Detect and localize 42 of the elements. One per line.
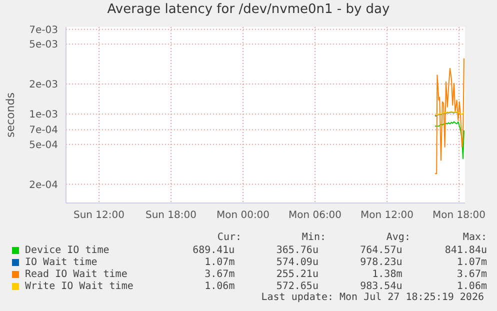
y-tick-label: 2e-03 (29, 80, 58, 91)
y-tick-label: 5e-04 (29, 140, 58, 151)
text: 365.76u (275, 244, 318, 256)
y-axis-title: seconds (4, 92, 17, 138)
text: 572.65u (275, 280, 318, 292)
x-tick-label: Mon 18:00 (432, 210, 486, 222)
text: 983.54u (359, 280, 402, 292)
chart-title: Average latency for /dev/nvme0n1 - by day (106, 1, 391, 18)
text: 574.09u (275, 256, 318, 268)
y-tick-label: 7e-03 (29, 24, 58, 36)
text: 1.38m (371, 268, 402, 280)
x-tick-label: Mon 12:00 (360, 210, 414, 222)
legend-label: Write IO Wait time (25, 280, 134, 292)
text: Cur: (216, 232, 243, 244)
x-tick-label: Mon 00:00 (216, 210, 270, 222)
text: 689.41u (192, 244, 235, 256)
text: 3.67m (456, 268, 487, 280)
text: 1.07m (456, 256, 487, 268)
y-tick-label: 7e-04 (29, 125, 58, 136)
text: 841.84u (444, 244, 487, 256)
x-tick-label: Sun 12:00 (73, 210, 125, 222)
text: 1.06m (456, 280, 487, 292)
legend-label: Read IO Wait time (25, 268, 128, 280)
text: Last update: Mon Jul 27 18:25:19 2026 (260, 292, 484, 304)
x-tick-label: Sun 18:00 (145, 210, 197, 222)
y-tick-label: 2e-04 (29, 180, 58, 191)
text: Avg: (385, 232, 412, 244)
text: 1.06m (204, 280, 235, 292)
text: Max: (462, 232, 488, 244)
legend-label: IO Wait time (25, 256, 98, 268)
text: 1.07m (204, 256, 235, 268)
y-tick-label: 5e-03 (29, 40, 58, 51)
text: 3.67m (204, 268, 235, 280)
x-tick-label: Mon 06:00 (288, 210, 342, 222)
line-series (434, 121, 464, 160)
text: 764.57u (359, 244, 402, 256)
y-tick-label: 1e-03 (29, 110, 58, 121)
line-series (434, 58, 464, 174)
legend-label: Device IO time (25, 244, 110, 256)
text: 978.23u (359, 256, 402, 268)
text: 255.21u (275, 268, 318, 280)
text: Min: (300, 232, 327, 244)
